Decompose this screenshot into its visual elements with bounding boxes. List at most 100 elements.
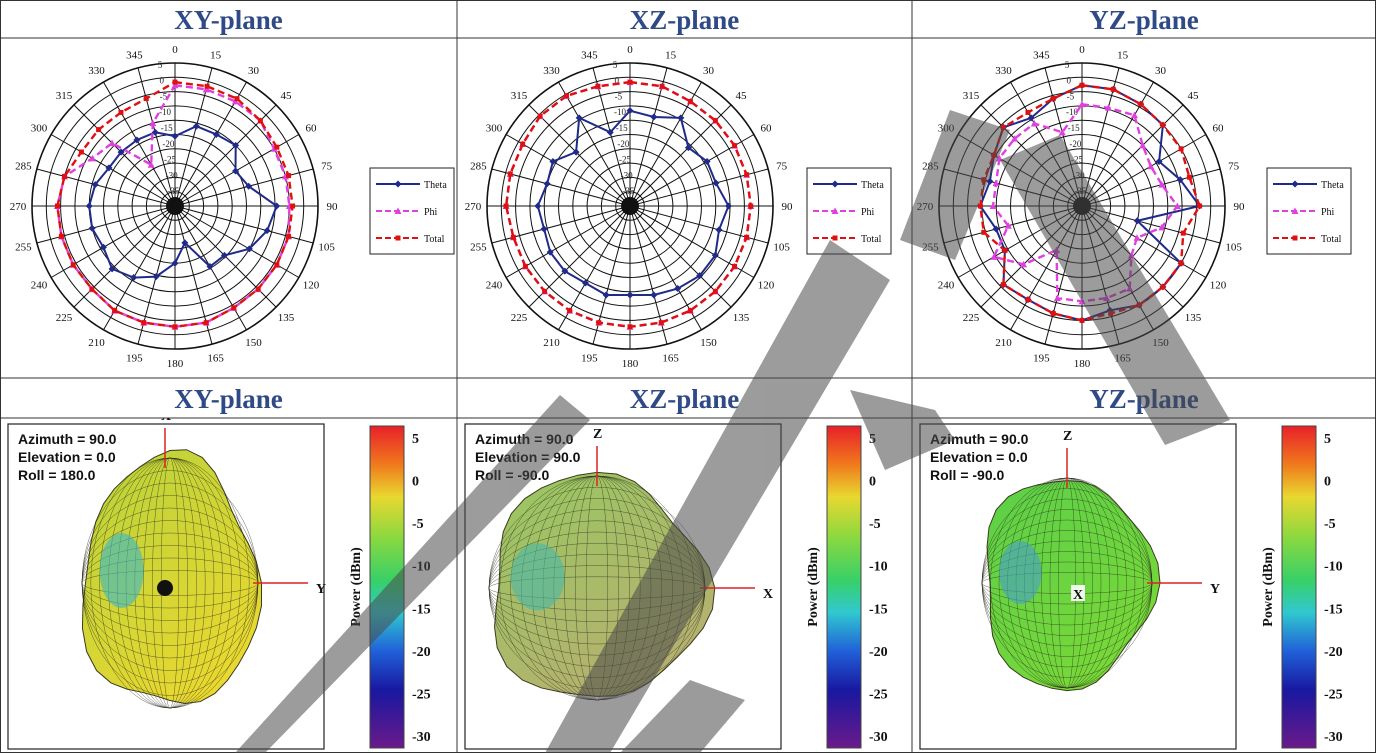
- colorbar-title: Power (dBm): [349, 547, 364, 627]
- angle-tick-label: 255: [15, 242, 32, 254]
- top-title-yz: YZ-plane: [1089, 5, 1199, 35]
- data-point-total: [1000, 124, 1006, 130]
- radial-tick-label: 5: [1065, 60, 1070, 70]
- data-point-total: [1136, 302, 1142, 308]
- data-point-total: [1180, 230, 1186, 236]
- data-point-theta: [130, 274, 138, 282]
- radial-tick-label: -5: [1067, 91, 1075, 101]
- data-point-total: [712, 118, 718, 124]
- data-point-theta: [99, 243, 107, 251]
- elevation-label: Elevation = 90.0: [475, 449, 581, 465]
- angle-tick-label: 0: [627, 44, 633, 56]
- angle-tick-label: 120: [303, 280, 320, 292]
- data-point-phi: [88, 154, 96, 162]
- data-point-phi: [1058, 128, 1066, 136]
- polar-spoke: [957, 205, 1083, 278]
- pattern-shade: [99, 533, 144, 608]
- angle-tick-label: 225: [511, 312, 528, 324]
- polar-chart-xy: 0 15 30 45 60 75 90 105 120 135 150 165 180 195 210 225…: [10, 44, 455, 370]
- angle-tick-label: 0: [1079, 44, 1085, 56]
- radiation-pattern-surface: [81, 449, 263, 704]
- colorbar-tick-label: -10: [869, 560, 888, 575]
- radial-tick-label: -5: [615, 91, 623, 101]
- radial-tick-label: -35: [1074, 186, 1086, 196]
- pattern-shade: [510, 543, 565, 611]
- angle-tick-label: 90: [782, 201, 794, 213]
- angle-tick-label: 195: [581, 353, 598, 365]
- data-point-total: [1000, 282, 1006, 288]
- polar-spoke: [174, 205, 314, 244]
- colorbar-tick-label: -30: [412, 730, 431, 745]
- angle-tick-label: 135: [733, 312, 750, 324]
- colorbar-tick-label: -20: [869, 645, 888, 660]
- angle-tick-label: 345: [1033, 49, 1050, 61]
- axis-center-label: X: [1073, 588, 1083, 603]
- polar-spoke: [174, 205, 300, 278]
- radial-tick-label: -5: [160, 91, 168, 101]
- data-point-total: [1178, 146, 1184, 152]
- data-point-total: [596, 320, 602, 326]
- angle-tick-label: 255: [470, 242, 487, 254]
- colorbar-tick-label: -20: [1324, 645, 1343, 660]
- polar-spoke: [1081, 205, 1207, 278]
- angle-tick-label: 150: [245, 337, 262, 349]
- polar-spoke: [592, 67, 631, 207]
- angle-tick-label: 240: [486, 280, 503, 292]
- data-point-total: [510, 234, 516, 240]
- data-point-total: [286, 173, 292, 179]
- polar-spoke: [1010, 205, 1083, 331]
- data-point-total: [507, 171, 513, 177]
- data-point-theta: [192, 122, 200, 130]
- data-point-theta: [575, 114, 583, 122]
- data-point-theta: [715, 226, 723, 234]
- data-point-theta: [650, 113, 658, 121]
- angle-tick-label: 330: [995, 65, 1012, 77]
- data-point-total: [658, 320, 664, 326]
- angle-tick-label: 15: [210, 49, 222, 61]
- angle-tick-label: 195: [126, 353, 143, 365]
- pattern-hub: [157, 580, 173, 596]
- data-point-theta: [220, 251, 228, 259]
- angle-tick-label: 180: [167, 358, 184, 370]
- angle-tick-label: 75: [1228, 160, 1240, 172]
- radial-tick-label: -35: [622, 186, 634, 196]
- data-point-total: [58, 233, 64, 239]
- data-point-total: [1079, 317, 1085, 323]
- angle-tick-label: 135: [278, 312, 295, 324]
- data-point-theta: [626, 107, 634, 115]
- data-point-phi: [990, 253, 998, 260]
- angle-tick-label: 120: [758, 280, 775, 292]
- polar-spoke: [1081, 168, 1221, 207]
- legend-marker: [831, 207, 839, 214]
- data-point-theta: [232, 167, 240, 175]
- data-point-theta: [534, 202, 542, 210]
- azimuth-label: Azimuth = 90.0: [475, 431, 574, 447]
- data-point-phi: [1078, 100, 1086, 108]
- angle-tick-label: 45: [1188, 90, 1200, 102]
- colorbar-tick-label: 0: [412, 475, 419, 490]
- angle-tick-label: 105: [318, 242, 335, 254]
- angle-tick-label: 90: [1234, 201, 1246, 213]
- radial-tick-label: -25: [619, 155, 631, 165]
- polar-spoke: [137, 67, 176, 207]
- polar-spoke: [558, 81, 631, 207]
- radial-tick-label: 5: [613, 60, 618, 70]
- radial-tick-label: -20: [617, 139, 629, 149]
- axis-center-bg: [1071, 585, 1085, 601]
- legend-marker: [1291, 207, 1299, 214]
- colorbar-title: Power (dBm): [1261, 547, 1276, 627]
- elevation-label: Elevation = 0.0: [18, 449, 116, 465]
- data-point-total: [172, 324, 178, 330]
- data-point-theta: [206, 263, 214, 271]
- legend-label-total: Total: [861, 234, 882, 245]
- roll-label: Roll = 180.0: [18, 467, 96, 483]
- angle-tick-label: 75: [776, 160, 788, 172]
- data-point-total: [96, 127, 102, 133]
- angle-tick-label: 30: [248, 65, 260, 77]
- data-point-phi: [108, 139, 116, 147]
- radial-tick-label: -30: [166, 170, 178, 180]
- data-point-total: [748, 203, 754, 209]
- data-point-theta: [626, 291, 634, 299]
- legend: Theta Phi Total: [806, 167, 892, 255]
- data-point-theta: [572, 148, 580, 156]
